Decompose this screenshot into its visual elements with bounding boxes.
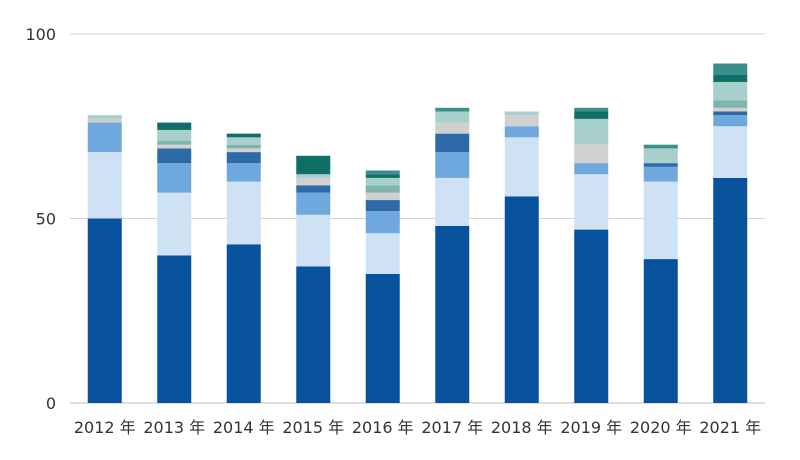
bar-segment (226, 137, 261, 145)
bar-segment (713, 177, 748, 403)
bar-segment (365, 177, 400, 186)
bar-segment (226, 152, 261, 164)
bar-segment (87, 118, 122, 123)
bar-segment (643, 144, 678, 149)
bar-segment (574, 174, 609, 230)
bar-segment (296, 177, 331, 186)
bar-stack (643, 144, 678, 403)
bar-segment (157, 129, 192, 142)
bar-segment (574, 144, 609, 164)
y-tick-label: 50 (36, 210, 56, 229)
bar-segment (157, 255, 192, 403)
bar-segment (87, 218, 122, 403)
bar-segment (226, 144, 261, 149)
bar-segment (365, 185, 400, 193)
bar-stack (157, 122, 192, 403)
x-tick-label: 2019 年 (560, 418, 622, 437)
bar-segment (226, 133, 261, 138)
bar-stack (226, 133, 261, 403)
bar-segment (574, 107, 609, 112)
bar-segment (296, 266, 331, 403)
bar-segment (713, 81, 748, 101)
bar-segment (296, 155, 331, 175)
bar-segment (365, 211, 400, 234)
bar-segment (87, 122, 122, 153)
bar-stack (574, 107, 609, 403)
x-tick-label: 2014 年 (213, 418, 275, 437)
bar-segment (365, 273, 400, 403)
bar-segment (574, 229, 609, 403)
x-tick-label: 2015 年 (282, 418, 344, 437)
bar-segment (713, 100, 748, 108)
bar-segment (713, 74, 748, 82)
bar-stack (87, 115, 122, 403)
x-tick-label: 2013 年 (143, 418, 205, 437)
bar-segment (365, 174, 400, 178)
bar-segment (713, 63, 748, 75)
bar-segment (713, 126, 748, 178)
y-tick-label: 0 (46, 394, 56, 413)
bar-segment (574, 163, 609, 175)
bar-segment (574, 118, 609, 145)
bar-segment (157, 148, 192, 164)
x-tick-label: 2021 年 (699, 418, 761, 437)
bar-segment (226, 181, 261, 245)
bar-segment (87, 115, 122, 119)
bar-stack (296, 155, 331, 403)
y-tick-label: 100 (25, 25, 56, 44)
bar-segment (504, 126, 539, 138)
x-tick-label: 2020 年 (630, 418, 692, 437)
bar-segment (365, 200, 400, 212)
bar-segment (574, 111, 609, 119)
bar-segment (365, 233, 400, 274)
bar-segment (435, 225, 470, 403)
bar-segment (157, 163, 192, 193)
bar-segment (296, 214, 331, 267)
bar-segment (643, 148, 678, 164)
bar-stack (713, 63, 748, 403)
bar-segment (504, 115, 539, 127)
bar-segment (713, 115, 748, 127)
x-tick-label: 2017 年 (421, 418, 483, 437)
x-tick-label: 2018 年 (491, 418, 553, 437)
bar-segment (157, 122, 192, 130)
bar-segment (87, 152, 122, 219)
bar-segment (435, 152, 470, 178)
x-tick-label: 2012 年 (74, 418, 136, 437)
bar-segment (296, 174, 331, 178)
bar-segment (365, 170, 400, 175)
bar-segment (435, 133, 470, 153)
bar-segment (504, 196, 539, 403)
bar-segment (504, 111, 539, 116)
bar-segment (157, 141, 192, 145)
bar-segment (226, 163, 261, 182)
bar-stack (435, 107, 470, 403)
bar-segment (296, 185, 331, 193)
bar-segment (296, 192, 331, 215)
bar-segment (226, 148, 261, 153)
bar-segment (226, 244, 261, 403)
bar-segment (713, 107, 748, 112)
bar-segment (157, 144, 192, 149)
bar-segment (365, 192, 400, 201)
x-tick-label: 2016 年 (352, 418, 414, 437)
bar-segment (643, 259, 678, 403)
bar-stack (504, 111, 539, 403)
bar-segment (713, 111, 748, 116)
bar-segment (643, 181, 678, 260)
bar-segment (157, 192, 192, 256)
bar-segment (435, 107, 470, 112)
bar-segment (504, 137, 539, 197)
bar-segment (435, 122, 470, 134)
bar-segment (435, 177, 470, 226)
bar-segment (435, 111, 470, 123)
bar-stack (365, 170, 400, 403)
bar-segment (643, 166, 678, 182)
bar-segment (643, 163, 678, 167)
